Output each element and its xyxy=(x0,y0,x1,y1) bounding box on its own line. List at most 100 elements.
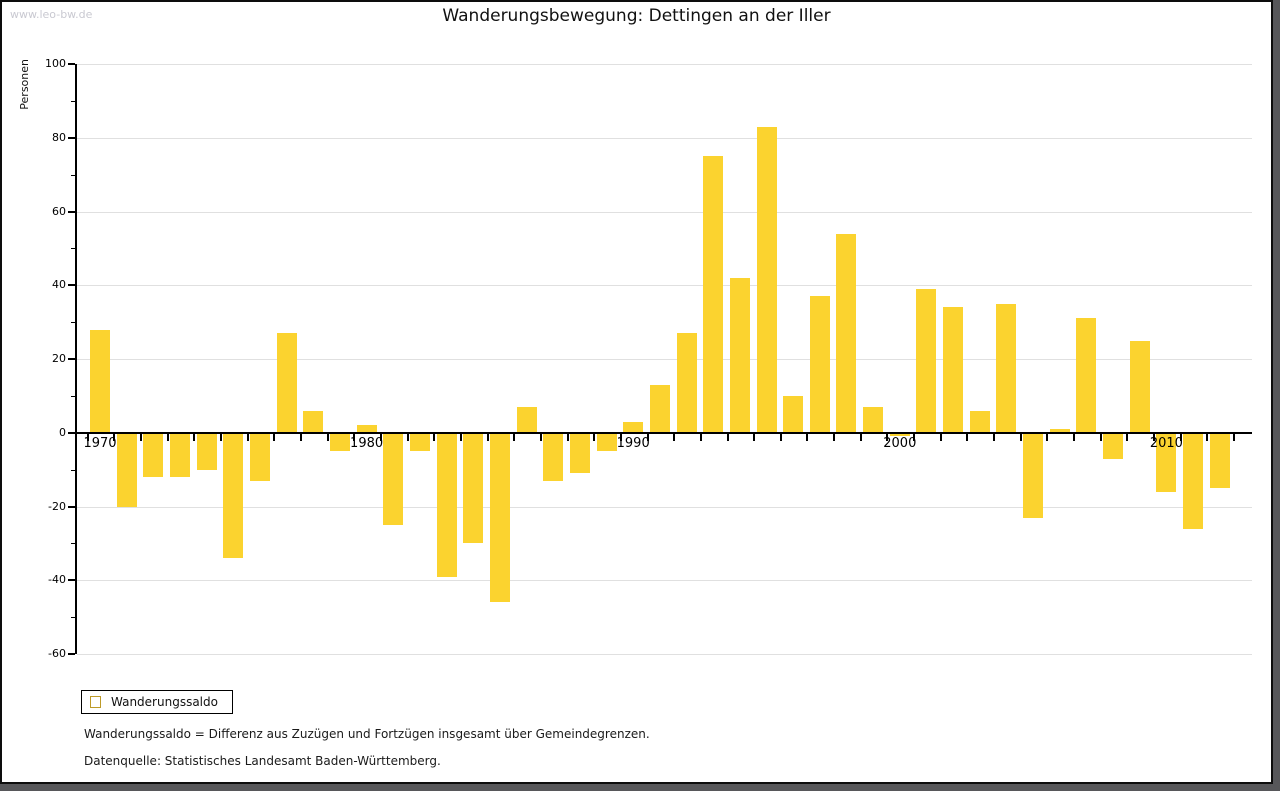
footnote-definition: Wanderungssaldo = Differenz aus Zuzügen … xyxy=(84,727,650,741)
legend-swatch-icon xyxy=(90,696,101,708)
bar-1998 xyxy=(836,233,857,433)
y-axis-line xyxy=(75,64,77,654)
y-tick xyxy=(68,358,75,360)
x-tick xyxy=(993,433,996,441)
x-tick xyxy=(753,433,756,441)
y-tick-label: 40 xyxy=(52,278,66,292)
bar-2001 xyxy=(916,288,937,433)
x-tick xyxy=(539,433,542,441)
bar-1984 xyxy=(463,432,484,544)
x-tick xyxy=(886,433,889,441)
bar-1982 xyxy=(409,432,430,452)
bar-1988 xyxy=(569,432,590,474)
y-minor-tick xyxy=(71,617,75,619)
y-tick-label: -60 xyxy=(48,647,66,660)
y-tick xyxy=(68,284,75,287)
x-tick xyxy=(1073,433,1076,441)
bar-1999 xyxy=(863,406,884,433)
x-tick-label: 2010 xyxy=(1149,435,1183,451)
x-tick xyxy=(1233,433,1236,441)
x-tick xyxy=(1153,433,1156,441)
bar-1972 xyxy=(143,432,164,477)
bar-1970 xyxy=(90,329,110,433)
bar-1973 xyxy=(169,432,190,477)
x-tick xyxy=(699,433,702,441)
bar-1986 xyxy=(516,406,537,433)
x-tick xyxy=(1099,433,1102,441)
y-tick-label: 100 xyxy=(45,57,66,70)
x-tick xyxy=(486,433,489,441)
bar-1987 xyxy=(543,432,564,481)
watermark-text: www.leo-bw.de xyxy=(10,8,93,21)
bar-1981 xyxy=(383,432,404,525)
legend-label: Wanderungssaldo xyxy=(111,695,218,709)
gridline xyxy=(77,580,1252,582)
y-tick xyxy=(68,505,75,508)
bar-2007 xyxy=(1076,318,1097,433)
bar-1994 xyxy=(729,277,750,433)
bar-2005 xyxy=(1023,432,1044,518)
bar-1979 xyxy=(329,432,350,452)
bar-1983 xyxy=(436,432,457,577)
x-tick xyxy=(806,433,809,441)
gridline xyxy=(77,64,1252,65)
bar-1996 xyxy=(783,395,804,433)
bar-1971 xyxy=(116,432,137,507)
y-tick xyxy=(68,136,75,139)
bar-1974 xyxy=(196,432,217,470)
x-tick xyxy=(1179,433,1182,441)
x-tick xyxy=(966,433,969,441)
x-tick-label: 1990 xyxy=(616,435,650,451)
x-tick xyxy=(353,433,356,441)
bar-2011 xyxy=(1183,432,1204,529)
y-tick-label: -40 xyxy=(48,573,66,587)
x-tick xyxy=(433,433,436,441)
x-tick xyxy=(566,433,569,441)
x-tick xyxy=(779,433,782,441)
footnote-source: Datenquelle: Statistisches Landesamt Bad… xyxy=(84,754,441,768)
bar-2012 xyxy=(1209,432,1230,489)
x-tick xyxy=(646,433,649,441)
plot-area: 100 80 60 40 20 0 -20 -40 -60 1970 1980 1990 2000 201… xyxy=(45,57,1252,660)
x-tick xyxy=(1206,433,1209,441)
gridline xyxy=(77,654,1252,655)
bar-1993 xyxy=(703,156,724,433)
x-tick xyxy=(113,433,116,441)
bar-2000 xyxy=(889,432,910,437)
x-tick xyxy=(673,433,676,441)
bar-2009 xyxy=(1129,340,1150,433)
y-minor-tick xyxy=(71,395,75,397)
gridline xyxy=(77,285,1252,287)
bar-2004 xyxy=(996,303,1017,433)
y-minor-tick xyxy=(71,248,75,250)
y-tick-label: 20 xyxy=(52,352,66,365)
y-minor-tick xyxy=(71,174,75,176)
x-tick xyxy=(513,433,516,441)
x-tick xyxy=(939,433,942,441)
bar-1989 xyxy=(596,432,617,452)
x-tick xyxy=(299,433,302,441)
x-tick-label: 2000 xyxy=(883,435,917,451)
x-tick-label: 1980 xyxy=(350,435,384,451)
x-tick xyxy=(193,433,196,441)
bar-1985 xyxy=(489,432,510,603)
x-tick xyxy=(833,433,836,441)
x-tick xyxy=(1046,433,1049,441)
bar-2008 xyxy=(1103,432,1124,459)
gridline xyxy=(77,211,1252,213)
gridline xyxy=(77,137,1252,139)
x-tick xyxy=(619,433,622,441)
y-tick-label: -20 xyxy=(48,499,66,513)
x-tick xyxy=(459,433,462,441)
y-minor-tick xyxy=(71,469,75,471)
bar-1978 xyxy=(303,410,324,433)
y-tick xyxy=(68,579,75,582)
x-tick-label: 1970 xyxy=(83,435,117,451)
y-tick-label: 60 xyxy=(52,204,66,218)
bar-1977 xyxy=(276,333,297,433)
x-tick xyxy=(726,433,729,441)
x-tick xyxy=(379,433,382,441)
bar-1976 xyxy=(249,432,270,481)
